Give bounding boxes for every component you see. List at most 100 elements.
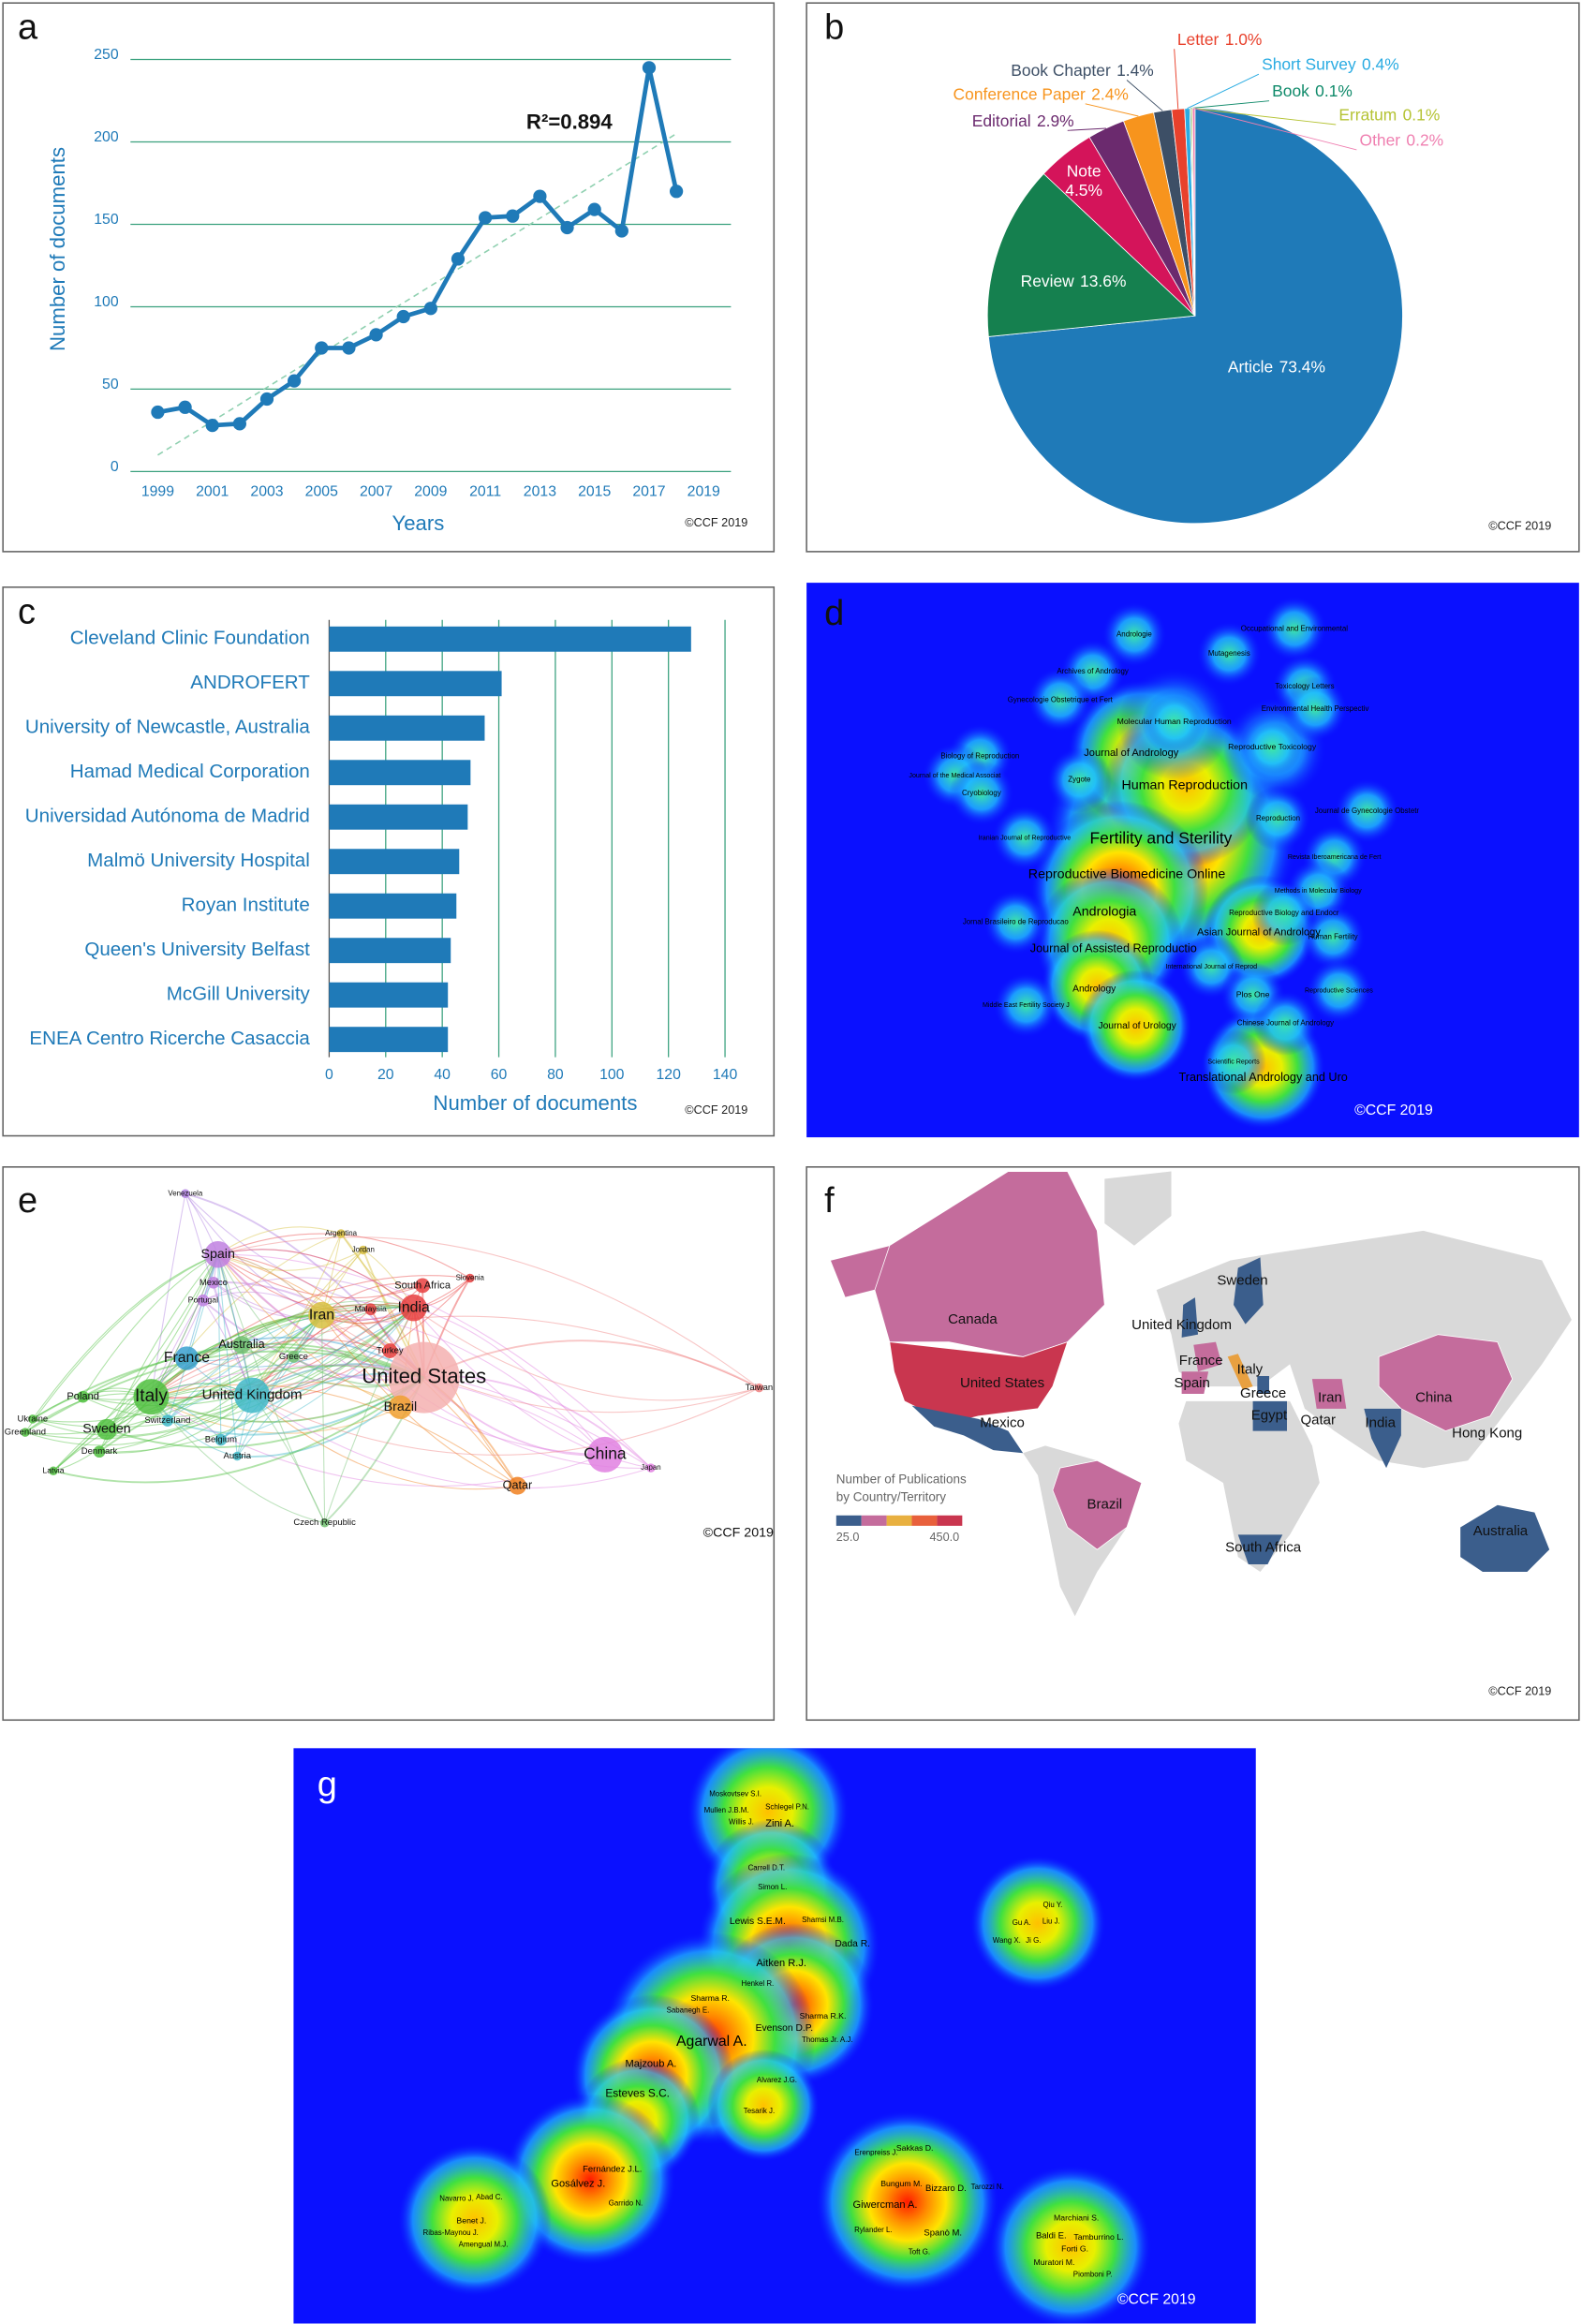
country-sweden	[1234, 1257, 1264, 1325]
node-label: Reproductive Toxicology	[1228, 742, 1317, 751]
bar	[329, 893, 457, 919]
slice-value: 2.9%	[1037, 111, 1074, 129]
land	[1156, 1252, 1305, 1387]
slice-value: 1.0%	[1225, 29, 1263, 48]
land	[1178, 1400, 1320, 1572]
bar	[329, 938, 451, 964]
bar	[329, 849, 460, 875]
density-blob	[1027, 667, 1093, 733]
node-label: Thomas Jr. A.J.	[802, 2035, 852, 2044]
node-label: South Africa	[394, 1280, 451, 1291]
country-label: Canada	[948, 1311, 998, 1327]
node-label: Bungum M.	[880, 2179, 922, 2188]
network-edge	[202, 1291, 322, 1316]
node-label: Italy	[135, 1386, 168, 1406]
country-label: Italy	[1237, 1362, 1264, 1378]
network-node	[359, 1245, 368, 1255]
data-point	[151, 405, 165, 420]
network-edge	[217, 1249, 414, 1309]
panel-label: f	[824, 1181, 835, 1221]
node-label: Archives of Andrology	[1057, 667, 1129, 675]
map-f	[829, 1171, 1572, 1617]
network-node	[77, 1390, 89, 1403]
network-edge	[106, 1314, 322, 1430]
network-node	[364, 1303, 377, 1316]
network-node	[161, 1414, 174, 1427]
density-blob	[983, 889, 1049, 955]
node-label: Japan	[641, 1463, 661, 1472]
panel-label: c	[18, 592, 36, 631]
node-label: Sharma R.	[690, 1993, 730, 2003]
network-edge	[252, 1307, 415, 1397]
network-edge	[24, 1253, 218, 1433]
node-label: Occupational and Environmental	[1241, 624, 1349, 632]
slice-value: 73.4%	[1279, 357, 1325, 376]
density-blob	[1262, 596, 1327, 662]
credit: ©CCF 2019	[685, 1103, 747, 1117]
network-node	[96, 1418, 118, 1441]
country-label: Greece	[1240, 1385, 1286, 1401]
data-point	[614, 224, 628, 238]
node-label: Fertility and Sterility	[1090, 829, 1233, 848]
network-edge	[151, 1396, 606, 1487]
node-label: Molecular Human Reproduction	[1117, 717, 1232, 726]
credit: ©CCF 2019	[1354, 1103, 1433, 1118]
network-edge	[321, 1278, 471, 1321]
network-edge	[151, 1376, 425, 1423]
node-label: Gu A.	[1013, 1918, 1031, 1927]
network-edge	[217, 1249, 364, 1271]
slice-category: Review	[1021, 271, 1075, 289]
network-edge	[185, 1192, 414, 1309]
node-label: Willis J.	[729, 1818, 754, 1827]
data-point	[560, 220, 574, 235]
network-edge	[217, 1253, 423, 1299]
network-edge	[24, 1395, 253, 1446]
network-edge	[217, 1254, 253, 1396]
node-label: Austria	[224, 1451, 252, 1461]
network-edge	[151, 1233, 342, 1398]
y-tick-label: McGill University	[167, 984, 311, 1005]
data-point	[423, 302, 437, 316]
node-label: Lewis S.E.M.	[730, 1917, 786, 1927]
x-tick-label: 100	[599, 1067, 625, 1083]
network-edge	[82, 1314, 322, 1400]
node-label: Greenland	[5, 1428, 46, 1438]
y-tick-label: University of Newcastle, Australia	[25, 717, 311, 738]
node-label: Erenpreiss J.	[854, 2149, 897, 2157]
node-label: Mullen J.B.M.	[704, 1806, 749, 1814]
node-label: Liu J.	[1042, 1917, 1060, 1926]
country-china	[1378, 1334, 1514, 1431]
legend-title: Number of Publications	[836, 1472, 967, 1486]
data-point	[479, 211, 493, 225]
x-tick-label: 2005	[305, 484, 338, 500]
legend-swatch	[911, 1515, 938, 1526]
slice-label: Other 0.2%	[1360, 130, 1444, 149]
network-edge	[217, 1249, 414, 1309]
node-label: Fernández J.L.	[583, 2164, 642, 2174]
panel-label: a	[18, 8, 38, 48]
network-edge	[321, 1314, 760, 1414]
network-edge	[217, 1253, 518, 1487]
node-label: Middle East Fertility Society J	[983, 1001, 1070, 1009]
slice-value: 0.1%	[1315, 81, 1353, 100]
network-edge	[202, 1277, 414, 1309]
y-tick-label: ENEA Centro Ricerche Casaccia	[29, 1028, 310, 1049]
node-label: Malaysia	[355, 1304, 387, 1313]
country-label: Mexico	[980, 1415, 1025, 1431]
node-label: Translational Andrology and Uro	[1178, 1071, 1347, 1084]
y-tick-label: 200	[94, 129, 119, 145]
slice-value: 4.5%	[1065, 181, 1102, 200]
node-label: Human Fertility	[1308, 933, 1357, 941]
node-label: Qatar	[503, 1478, 533, 1491]
node-label: Zygote	[1068, 776, 1091, 784]
node-label: Plos One	[1236, 989, 1270, 999]
node-label: Alvarez J.G.	[757, 2076, 797, 2084]
node-label: Reproductive Biomedicine Online	[1028, 867, 1226, 882]
node-label: Garrido N.	[609, 2198, 643, 2207]
leader-line	[1191, 108, 1337, 126]
node-label: Sabanegh E.	[667, 2006, 710, 2015]
network-edge	[251, 1250, 364, 1396]
node-label: Forti G.	[1061, 2244, 1088, 2254]
x-tick-label: 2013	[524, 484, 556, 500]
